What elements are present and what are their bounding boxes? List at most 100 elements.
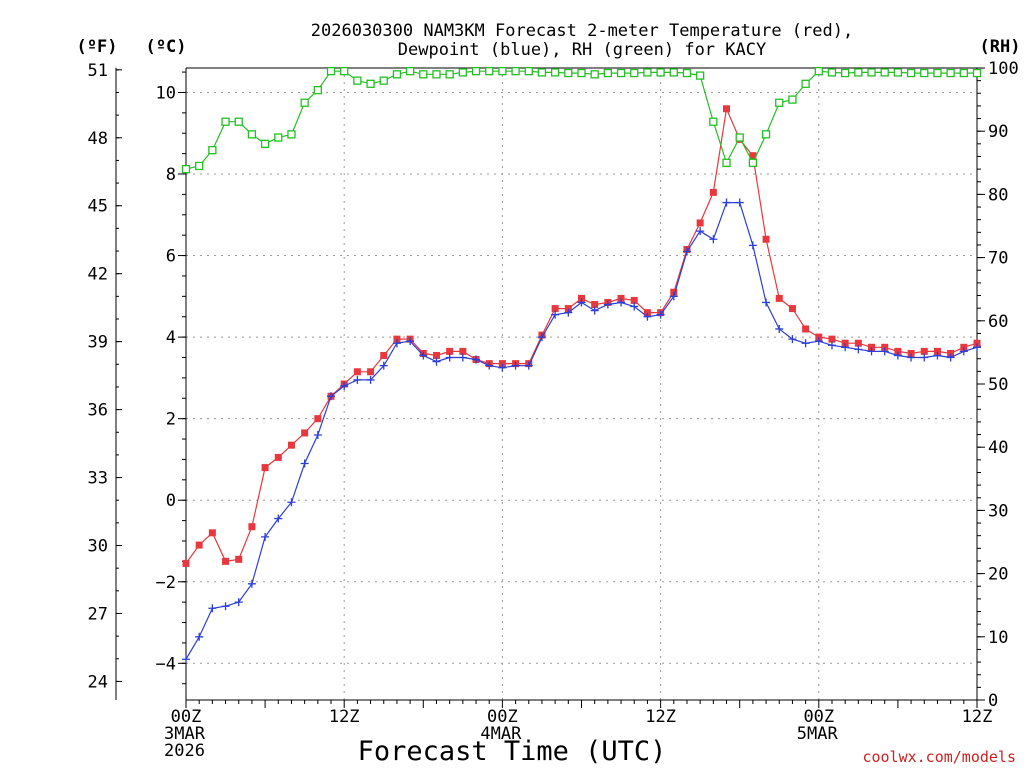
temperature-point — [762, 235, 770, 243]
temperature-point — [920, 347, 928, 355]
dewpoint-point — [182, 655, 190, 664]
celsius-tick-label: 4 — [166, 328, 176, 348]
series-dewpoint — [182, 198, 981, 664]
temperature-point — [287, 441, 295, 449]
dewpoint-point — [946, 353, 955, 362]
dewpoint-point — [392, 339, 401, 348]
rh-tick-label: 10 — [988, 628, 1008, 648]
dewpoint-point — [933, 351, 942, 360]
rh-tick-label: 50 — [988, 375, 1008, 395]
dewpoint-point — [748, 241, 757, 250]
rh-point — [656, 68, 665, 77]
fahrenheit-tick-label: 30 — [88, 537, 108, 557]
dewpoint-point — [590, 306, 599, 315]
rh-point — [880, 68, 889, 77]
dewpoint-point — [195, 632, 204, 641]
rh-point — [775, 98, 784, 107]
dewpoint-point — [854, 345, 863, 354]
fahrenheit-tick-label: 51 — [88, 61, 108, 81]
dewpoint-point — [788, 335, 797, 344]
fahrenheit-tick-label: 39 — [88, 333, 108, 353]
rh-point — [827, 68, 837, 77]
fahrenheit-unit-label: (ºF) — [77, 37, 118, 57]
temperature-point — [367, 368, 375, 376]
chart-title: 2026030300 NAM3KM Forecast 2-meter Tempe… — [311, 21, 853, 60]
temperature-point — [459, 347, 467, 355]
temperature-point — [617, 294, 625, 302]
rh-point — [893, 68, 903, 77]
series-line — [185, 70, 977, 170]
rh-point — [801, 79, 810, 88]
x-tick-label: 00Z — [171, 707, 202, 727]
dewpoint-point — [709, 235, 718, 244]
celsius-tick-label: −4 — [156, 654, 176, 674]
series-relative-humidity — [181, 67, 982, 174]
temperature-point — [195, 541, 203, 549]
dewpoint-point — [472, 355, 481, 364]
dewpoint-point — [511, 361, 520, 370]
rh-point — [906, 68, 916, 78]
dewpoint-point — [696, 227, 705, 236]
series-layer — [181, 67, 982, 664]
fahrenheit-tick-label: 27 — [88, 604, 108, 624]
dewpoint-point — [208, 604, 217, 613]
rh-point — [458, 68, 468, 77]
rh-point — [933, 68, 942, 78]
dewpoint-point — [907, 353, 916, 362]
temperature-point — [182, 559, 190, 567]
rh-tick-label: 100 — [988, 59, 1019, 79]
rh-point — [722, 158, 731, 167]
rh-point — [445, 70, 454, 79]
temperature-point — [301, 429, 309, 437]
rh-point — [366, 79, 375, 88]
celsius-tick-label: 0 — [166, 491, 176, 511]
rh-point — [432, 70, 441, 79]
temperature-point — [788, 305, 796, 313]
x-tick-label: 3MAR — [164, 724, 206, 744]
rh-point — [537, 68, 547, 77]
rh-point — [550, 68, 560, 77]
dewpoint-point — [814, 337, 823, 346]
rh-point — [735, 133, 744, 142]
dewpoint-point — [485, 361, 494, 370]
temperature-point — [564, 305, 572, 313]
x-tick-label: 2026 — [164, 741, 205, 761]
fahrenheit-tick-label: 48 — [88, 129, 108, 149]
x-tick-label: 12Z — [645, 707, 676, 727]
temperature-point — [933, 347, 941, 355]
dewpoint-point — [458, 353, 467, 362]
dewpoint-point — [801, 339, 810, 348]
temperature-point — [841, 339, 849, 347]
temperature-point — [894, 347, 902, 355]
dewpoint-point — [577, 298, 586, 307]
temperature-point — [828, 335, 836, 343]
dewpoint-point — [300, 459, 309, 468]
temperature-point — [393, 335, 401, 343]
temperature-point — [643, 309, 651, 317]
dewpoint-point — [234, 598, 243, 607]
rh-tick-label: 0 — [988, 691, 998, 711]
rh-point — [195, 161, 204, 171]
temperature-point — [709, 188, 717, 196]
rh-point — [405, 67, 415, 76]
dewpoint-point — [735, 198, 744, 207]
celsius-tick-label: 8 — [166, 165, 176, 185]
rh-point — [920, 68, 929, 78]
title-line-2: Dewpoint (blue), RH (green) for KACY — [398, 40, 766, 60]
rh-point — [208, 146, 217, 155]
x-tick-label: 5MAR — [797, 724, 839, 744]
rh-tick-label: 90 — [988, 122, 1008, 142]
grid-lines — [186, 68, 977, 700]
temperature-point — [973, 339, 981, 347]
rh-point — [577, 68, 586, 78]
rh-point — [419, 70, 428, 79]
rh-point — [590, 70, 599, 79]
rh-point — [260, 139, 270, 148]
dewpoint-point — [537, 333, 546, 342]
dewpoint-point — [867, 347, 876, 356]
series-line — [185, 106, 978, 564]
rh-point — [867, 68, 876, 77]
dewpoint-point — [353, 375, 362, 384]
rh-point — [471, 67, 481, 76]
